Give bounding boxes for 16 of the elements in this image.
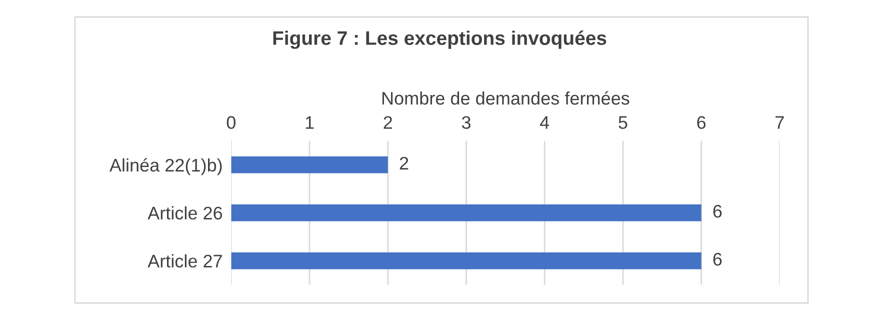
chart-title: Figure 7 : Les exceptions invoquées	[273, 30, 606, 49]
data-label: 6	[713, 252, 722, 266]
x-tick-label: 5	[618, 116, 628, 129]
y-tick-label: Alinéa 22(1)b)	[109, 158, 222, 176]
y-tick-label: Article 26	[148, 206, 222, 220]
data-label: 6	[713, 204, 722, 218]
x-axis-title: Nombre de demandes fermées	[382, 91, 630, 105]
x-tick-label: 7	[776, 116, 784, 129]
x-tick-label: 0	[226, 116, 236, 129]
x-tick-label: 1	[306, 116, 314, 129]
x-tick-label: 6	[697, 116, 706, 129]
x-tick-label: 4	[540, 116, 550, 129]
x-tick-label: 2	[384, 116, 392, 129]
y-tick-label: Article 27	[148, 254, 222, 268]
x-tick-label: 3	[462, 116, 470, 129]
data-label: 2	[400, 156, 408, 170]
